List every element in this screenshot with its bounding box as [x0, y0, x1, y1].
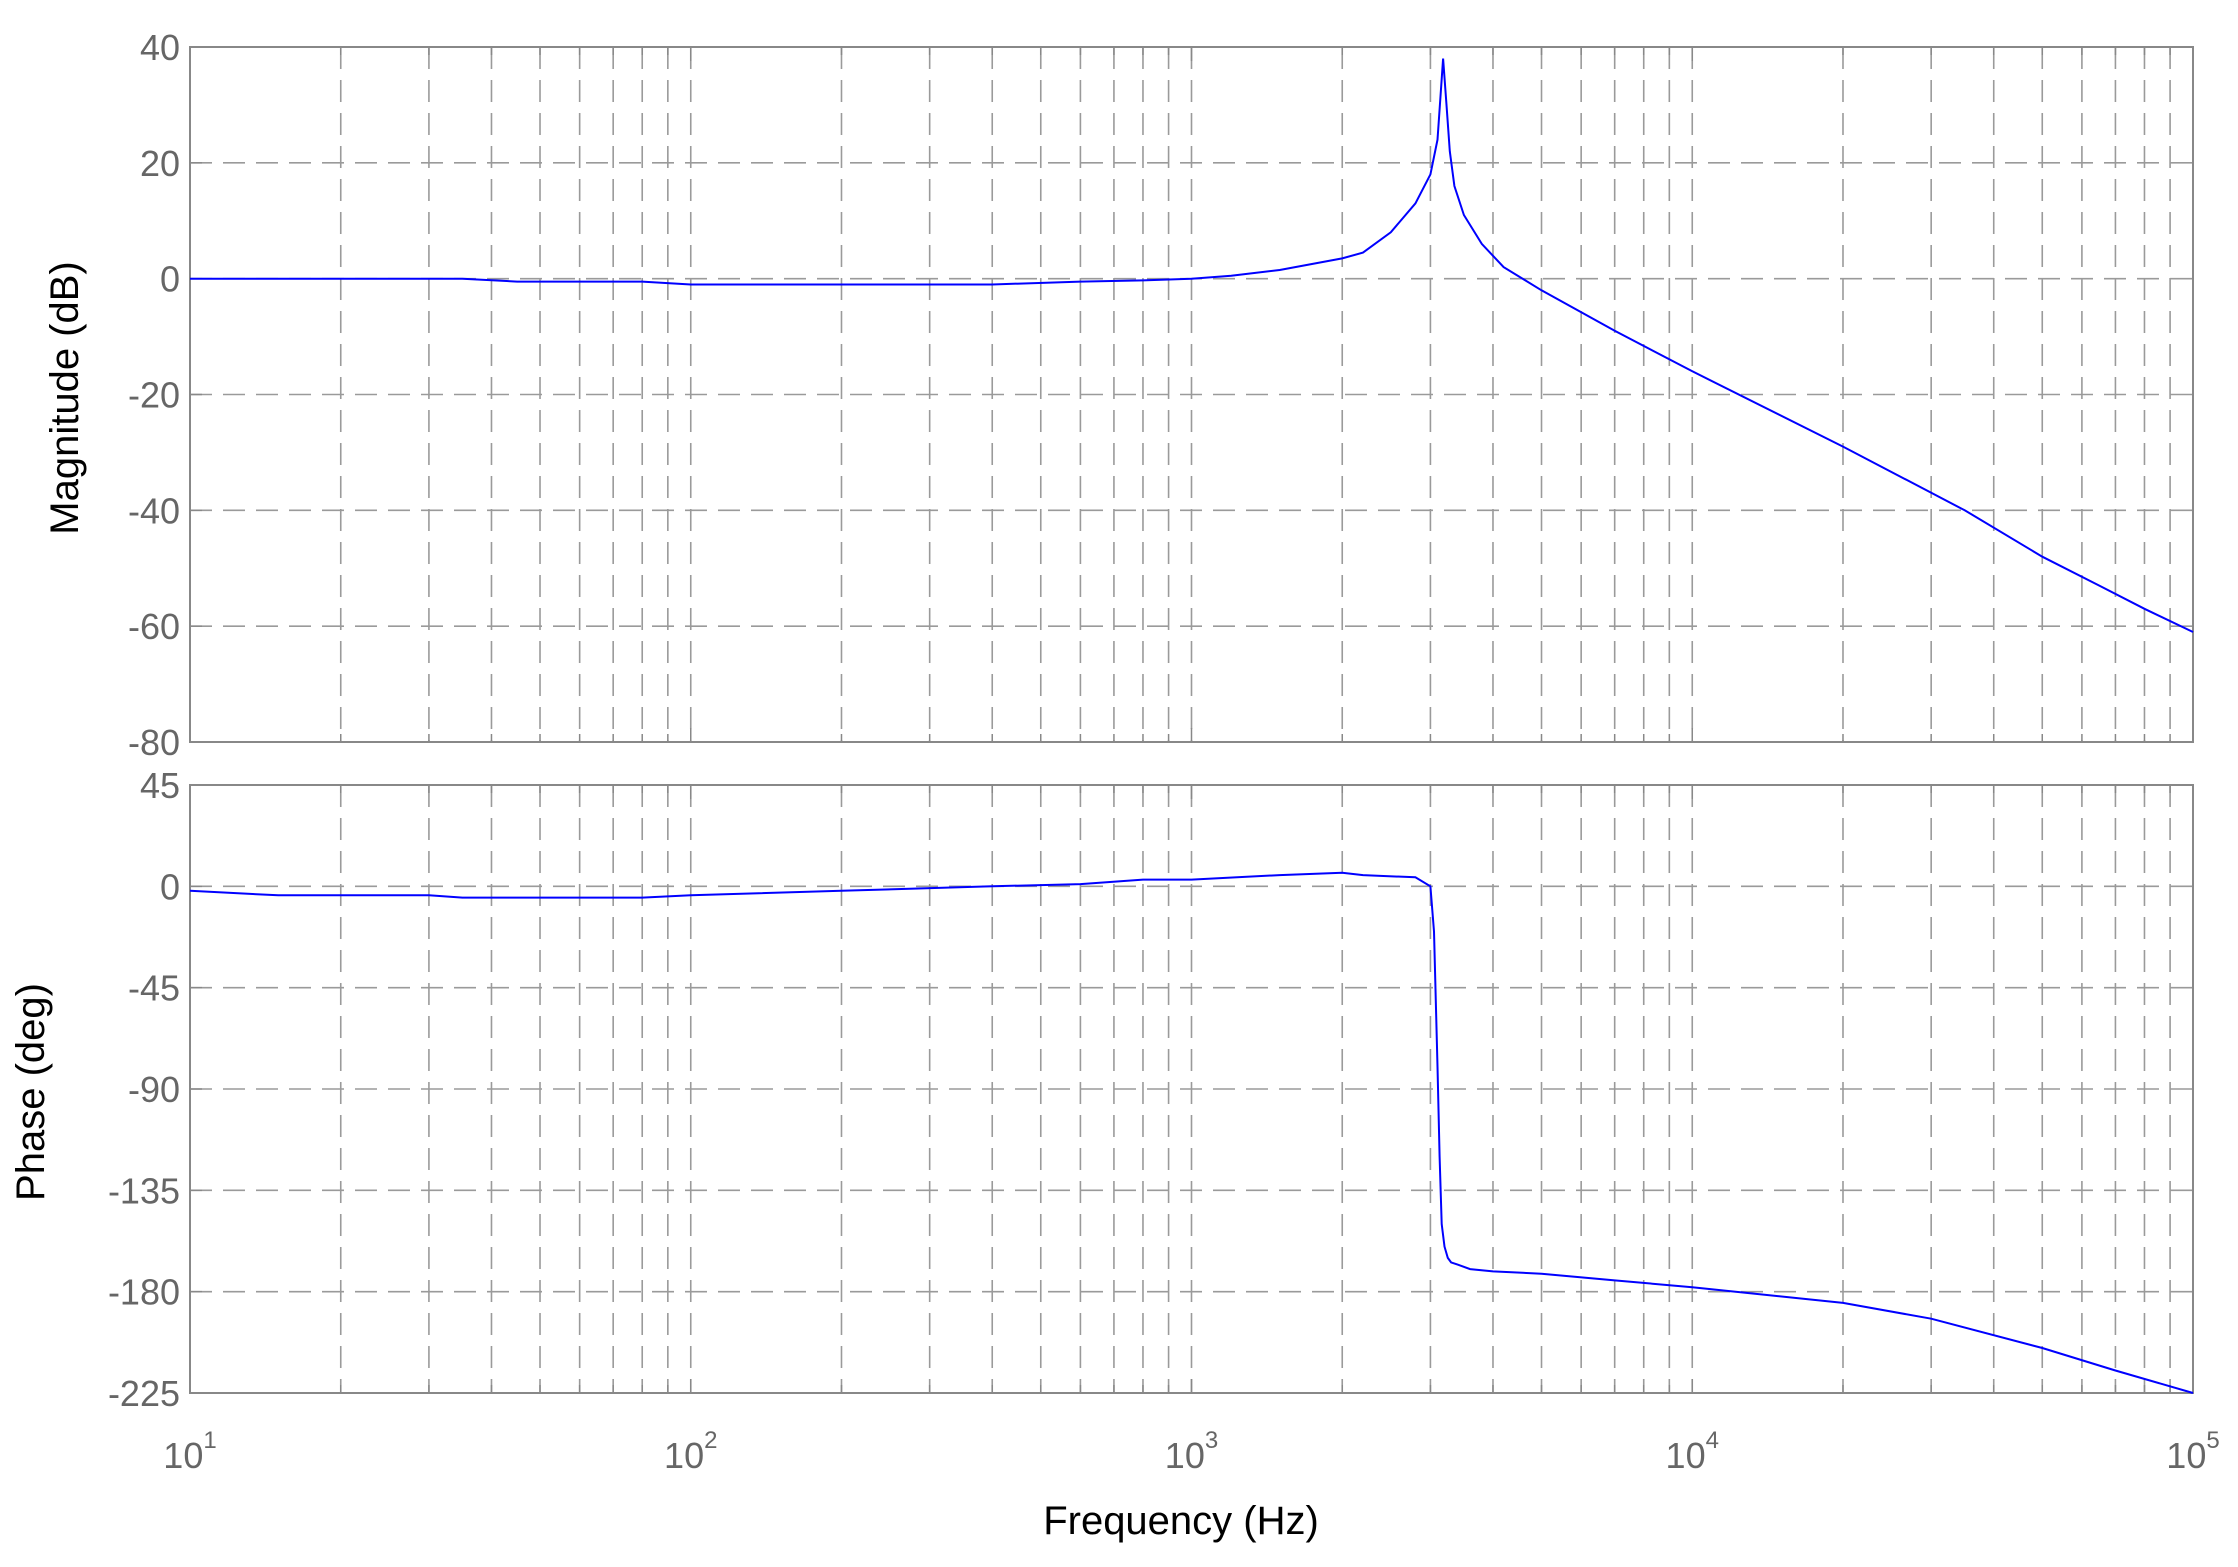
phase-series-line [189, 871, 2194, 1394]
phase-y-tick-label: 0 [160, 866, 180, 907]
x-tick-base: 10 [1165, 1435, 1205, 1476]
phase-y-tick-label: -90 [128, 1069, 180, 1110]
magnitude-plot: 40 20 0 -20 -40 -60 -80 [128, 27, 2194, 763]
x-axis-label: Frequency (Hz) [1043, 1499, 1319, 1543]
x-tick-exponent: 2 [704, 1427, 717, 1454]
magnitude-y-axis-label: Magnitude (dB) [43, 261, 87, 534]
magnitude-y-tick-label: -80 [128, 722, 180, 763]
magnitude-y-tick-label: 0 [160, 259, 180, 300]
phase-y-axis-label: Phase (deg) [9, 983, 53, 1201]
x-tick-exponent: 4 [1706, 1427, 1719, 1454]
phase-y-tick-label: -180 [108, 1272, 180, 1313]
phase-y-tick-label: 45 [140, 765, 180, 806]
x-tick-base: 10 [1666, 1435, 1706, 1476]
x-tick-exponent: 5 [2206, 1427, 2219, 1454]
x-tick-label: 101 [163, 1427, 216, 1476]
magnitude-y-tick-label: 40 [140, 27, 180, 68]
magnitude-y-tick-label: -20 [128, 375, 180, 416]
phase-y-tick-label: -135 [108, 1170, 180, 1211]
magnitude-y-tick-label: 20 [140, 143, 180, 184]
x-tick-label: 104 [1666, 1427, 1719, 1476]
magnitude-y-tick-label: -60 [128, 606, 180, 647]
magnitude-series-line [190, 58, 2194, 633]
phase-y-tick-label: -45 [128, 968, 180, 1009]
x-tick-label: 105 [2166, 1427, 2219, 1476]
x-tick-exponent: 1 [203, 1427, 216, 1454]
x-tick-base: 10 [163, 1435, 203, 1476]
x-tick-base: 10 [2166, 1435, 2206, 1476]
x-tick-base: 10 [664, 1435, 704, 1476]
magnitude-y-tick-label: -40 [128, 490, 180, 531]
x-tick-label: 102 [664, 1427, 717, 1476]
phase-y-tick-label: -225 [108, 1373, 180, 1414]
x-tick-label: 103 [1165, 1427, 1218, 1476]
x-tick-exponent: 3 [1205, 1427, 1218, 1454]
